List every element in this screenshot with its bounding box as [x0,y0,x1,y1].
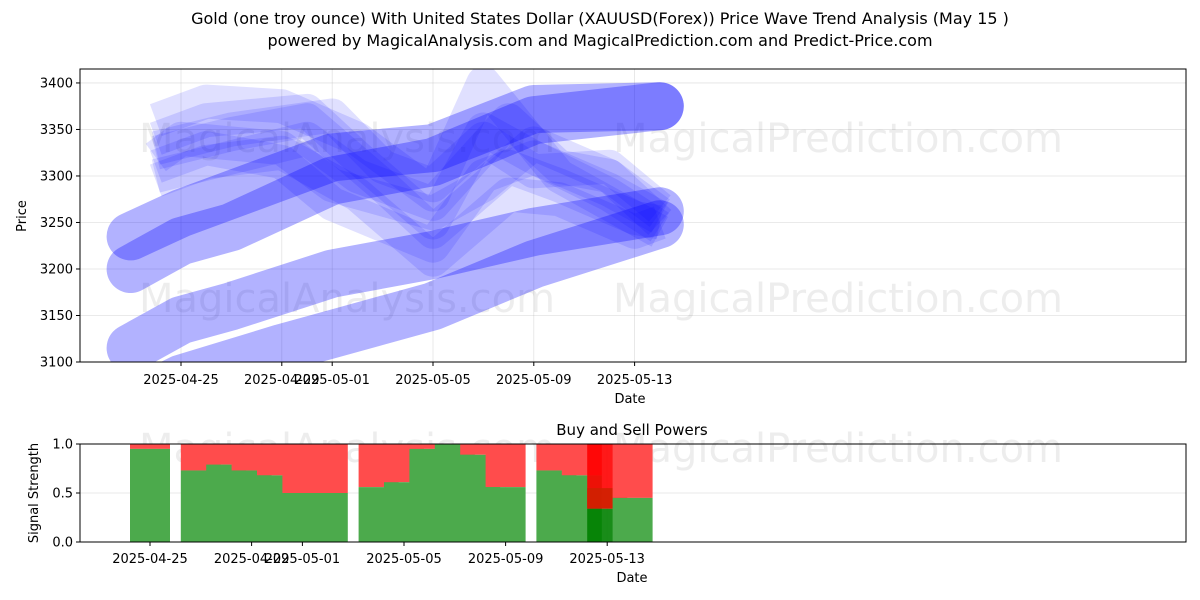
price-wave-band [149,93,670,242]
power-chart-title: Buy and Sell Powers [556,421,708,439]
price-y-tick-label: 3300 [40,169,73,184]
power-x-tick-label: 2025-05-05 [366,552,442,567]
price-y-tick-label: 3250 [40,216,73,231]
power-y-tick-label: 0.0 [52,536,73,551]
price-wave-band [149,131,669,263]
power-y-axis-label: Signal Strength [27,443,42,543]
price-wave-band [149,135,666,277]
power-x-tick-label: 2025-04-29 [214,552,290,567]
power-y-tick-label: 0.5 [52,487,73,502]
sell-power-bar [612,444,653,498]
price-wave-band [106,187,684,362]
buy-power-bar [130,448,170,542]
sell-power-bar [130,444,170,449]
price-grid [80,69,1186,363]
price-x-tick-label: 2025-04-29 [244,373,320,388]
power-x-axis-label: Date [616,571,647,586]
price-y-tick-label: 3150 [40,309,73,324]
price-x-tick-label: 2025-05-05 [395,373,471,388]
sell-power-bar [485,444,526,488]
watermark-left-upper: MagicalAnalysis.com [139,116,555,162]
sell-power-bar [307,444,348,493]
sell-power-bar [409,444,450,449]
buy-power-bar [612,497,653,542]
price-x-tick-label: 2025-04-25 [143,373,219,388]
buy-power-bar [307,493,348,542]
power-x-tick-label: 2025-04-25 [112,552,188,567]
chart-subtitle: powered by MagicalAnalysis.com and Magic… [267,31,933,50]
price-x-tick-label: 2025-05-13 [597,373,673,388]
power-y-tick-label: 1.0 [52,438,73,453]
price-watermark: MagicalAnalysis.com MagicalPrediction.co… [139,116,1063,322]
price-plot-area [80,69,1186,362]
price-wave-band [160,200,684,362]
price-wave-band [106,82,684,261]
watermark-right-bottom: MagicalPrediction.com [613,426,1063,472]
power-x-tick-label: 2025-05-01 [265,552,341,567]
watermark-right-upper: MagicalPrediction.com [613,116,1063,162]
power-x-tick-label: 2025-05-13 [569,552,645,567]
price-y-tick-label: 3200 [40,262,73,277]
buy-sell-power-chart: Buy and Sell Powers MagicalAnalysis.com … [27,421,1187,586]
price-x-axis-label: Date [614,392,645,407]
price-x-tick-label: 2025-05-01 [294,373,370,388]
power-y-ticks: 0.0 0.5 1.0 [52,438,80,551]
watermark-left-lower: MagicalAnalysis.com [139,276,555,322]
price-plot-frame [79,68,1187,363]
price-y-ticks: 3100 3150 3200 3250 3300 3350 3400 [40,76,80,371]
buy-power-bar [485,487,526,542]
price-y-tick-label: 3350 [40,123,73,138]
chart-title: Gold (one troy ounce) With United States… [191,9,1009,28]
price-y-tick-label: 3100 [40,356,73,371]
price-wave-band [151,98,671,222]
price-x-tick-label: 2025-05-09 [496,373,572,388]
price-wave-band [149,69,669,247]
price-y-axis-label: Price [15,200,30,232]
power-bars [130,444,653,542]
price-wave-band [145,121,672,235]
sell-power-bar [460,444,501,455]
power-x-tick-label: 2025-05-09 [468,552,544,567]
price-wave-band [151,103,670,227]
price-wave-band [151,103,663,249]
watermark-right-lower: MagicalPrediction.com [613,276,1063,322]
price-wave-chart: MagicalAnalysis.com MagicalPrediction.co… [15,68,1187,407]
price-y-tick-label: 3400 [40,76,73,91]
price-wave-band [106,82,684,293]
price-wave-bands [106,69,684,362]
